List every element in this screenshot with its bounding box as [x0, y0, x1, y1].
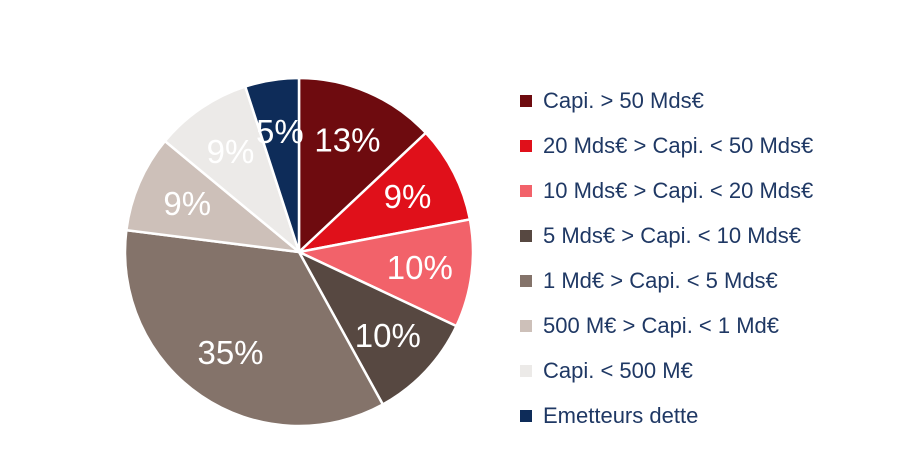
pie-slice-label-2: 9%	[384, 178, 432, 215]
pie-slice-label-1: 13%	[314, 122, 380, 159]
pie-slice-label-7: 9%	[207, 133, 255, 170]
legend-label-2: 20 Mds€ > Capi. < 50 Mds€	[543, 132, 814, 158]
legend-label-4: 5 Mds€ > Capi. < 10 Mds€	[543, 222, 802, 248]
legend-label-1: Capi. > 50 Mds€	[543, 87, 704, 113]
legend-item-6: 500 M€ > Capi. < 1 Md€	[520, 303, 813, 348]
legend-swatch-3	[520, 184, 532, 197]
pie-slice-1	[297, 76, 428, 255]
pie-slice-5	[123, 228, 385, 428]
legend-item-4: 5 Mds€ > Capi. < 10 Mds€	[520, 213, 813, 258]
pie-slice-labels: 13%9%10%10%35%9%9%5%	[163, 113, 452, 371]
pie-slice-label-3: 10%	[387, 249, 453, 286]
legend-label-3: 10 Mds€ > Capi. < 20 Mds€	[543, 177, 814, 203]
legend-item-2: 20 Mds€ > Capi. < 50 Mds€	[520, 123, 813, 168]
pie-slice-6	[124, 139, 304, 254]
pie-slices	[123, 76, 475, 428]
chart-legend: Capi. > 50 Mds€ 20 Mds€ > Capi. < 50 Mds€…	[520, 78, 813, 438]
legend-swatch-7	[520, 364, 532, 377]
legend-label-7: Capi. < 500 M€	[543, 357, 693, 383]
pie-slice-7	[163, 84, 302, 256]
pie-slice-8	[243, 76, 301, 253]
legend-item-8: Emetteurs dette	[520, 393, 813, 438]
pie-slice-3	[294, 217, 475, 328]
legend-item-5: 1 Md€ > Capi. < 5 Mds€	[520, 258, 813, 303]
legend-label-5: 1 Md€ > Capi. < 5 Mds€	[543, 267, 778, 293]
legend-swatch-6	[520, 319, 532, 332]
pie-slice-label-4: 10%	[355, 317, 421, 354]
legend-swatch-8	[520, 409, 532, 422]
legend-item-3: 10 Mds€ > Capi. < 20 Mds€	[520, 168, 813, 213]
legend-swatch-5	[520, 274, 532, 287]
legend-item-1: Capi. > 50 Mds€	[520, 78, 813, 123]
pie-slice-4	[296, 249, 459, 407]
legend-swatch-4	[520, 229, 532, 242]
pie-slice-label-5: 35%	[197, 334, 263, 371]
legend-swatch-1	[520, 94, 532, 107]
legend-label-6: 500 M€ > Capi. < 1 Md€	[543, 312, 780, 338]
pie-slice-label-8: 5%	[256, 113, 304, 150]
pie-slice-label-6: 9%	[163, 185, 211, 222]
legend-label-8: Emetteurs dette	[543, 402, 699, 428]
legend-swatch-2	[520, 139, 532, 152]
legend-item-7: Capi. < 500 M€	[520, 348, 813, 393]
pie-slice-2	[295, 131, 472, 255]
